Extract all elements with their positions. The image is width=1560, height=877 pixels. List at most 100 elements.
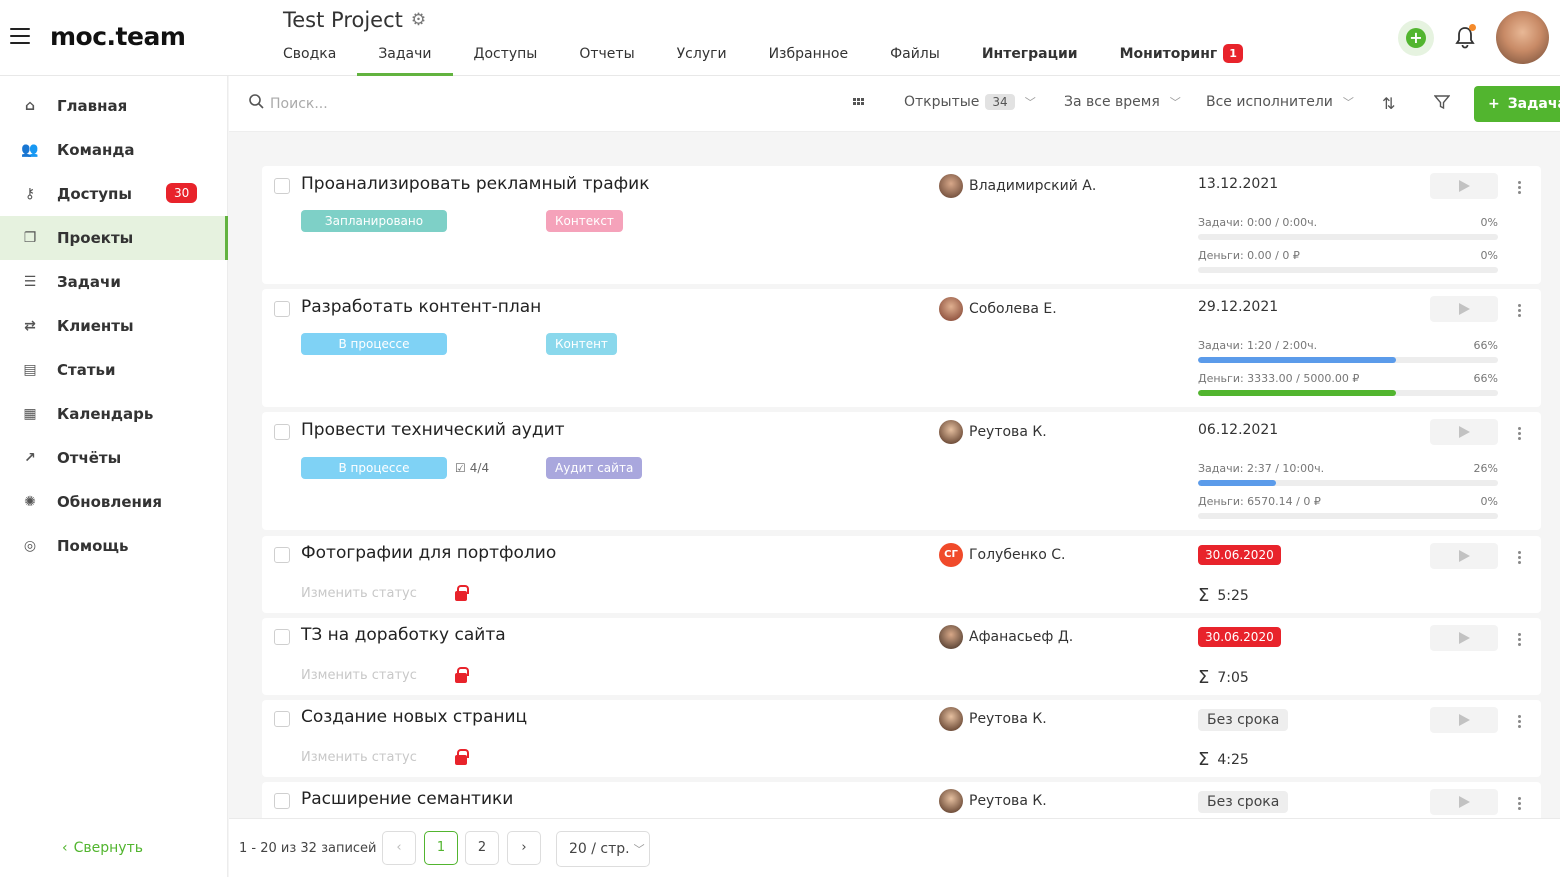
search-input[interactable]: Поиск...	[249, 94, 328, 113]
sidebar-item-access[interactable]: ⚷ Доступы 30	[0, 172, 228, 216]
page-size-select[interactable]: 20 / стр. ﹀	[556, 831, 650, 867]
task-card[interactable]: Фотографии для портфолио Изменить статус…	[262, 536, 1541, 613]
tab-svodka[interactable]: Сводка	[262, 40, 357, 76]
tab-zadachi[interactable]: Задачи	[357, 40, 453, 76]
more-options-icon[interactable]	[1518, 797, 1521, 810]
more-options-icon[interactable]	[1518, 181, 1521, 194]
status-filter-count: 34	[985, 94, 1015, 110]
pagination-bar: 1 - 20 из 32 записей ‹ 1 2 › 20 / стр. ﹀	[229, 818, 1560, 877]
task-assignee[interactable]: СГ Голубенко С.	[939, 543, 1065, 567]
add-task-button[interactable]: + Задача	[1474, 86, 1560, 122]
assignee-filter-dropdown[interactable]: Все исполнители ﹀	[1206, 94, 1354, 110]
status-filter-dropdown[interactable]: Открытые 34 ﹀	[904, 94, 1036, 110]
tasks-progress-text: Задачи: 0:00 / 0:00ч.	[1198, 216, 1318, 229]
tab-izbrannoe[interactable]: Избранное	[748, 40, 870, 76]
task-title[interactable]: Проанализировать рекламный трафик	[301, 174, 650, 194]
sidebar-item-calendar[interactable]: ▦ Календарь	[0, 392, 228, 436]
user-avatar[interactable]	[1496, 11, 1549, 64]
tab-integracii[interactable]: Интеграции	[961, 40, 1099, 76]
play-timer-button[interactable]	[1430, 625, 1498, 651]
task-tag[interactable]: Аудит сайта	[546, 457, 643, 479]
tab-otchety[interactable]: Отчеты	[558, 40, 655, 76]
task-checkbox[interactable]	[274, 711, 290, 727]
task-title[interactable]: Разработать контент-план	[301, 297, 542, 317]
hamburger-menu-icon[interactable]	[10, 28, 30, 44]
task-title[interactable]: ТЗ на доработку сайта	[301, 625, 506, 645]
task-tag[interactable]: Контекст	[546, 210, 623, 232]
sidebar-item-home[interactable]: ⌂ Главная	[0, 84, 228, 128]
more-options-icon[interactable]	[1518, 551, 1521, 564]
play-timer-button[interactable]	[1430, 419, 1498, 445]
tasks-progress-fill	[1198, 480, 1276, 486]
task-card[interactable]: ТЗ на доработку сайта Изменить статус Аф…	[262, 618, 1541, 695]
sort-icon[interactable]: ⇅	[1382, 94, 1396, 113]
view-grid-icon[interactable]	[853, 98, 864, 105]
task-checkbox[interactable]	[274, 793, 290, 809]
status-badge[interactable]: В процессе	[301, 333, 447, 355]
sidebar-item-projects[interactable]: ❐ Проекты	[0, 216, 228, 260]
task-title[interactable]: Провести технический аудит	[301, 420, 565, 440]
play-timer-button[interactable]	[1430, 543, 1498, 569]
sidebar-item-tasks[interactable]: ☰ Задачи	[0, 260, 228, 304]
filter-icon[interactable]	[1433, 94, 1451, 114]
change-status-link[interactable]: Изменить статус	[301, 668, 417, 683]
task-checkbox[interactable]	[274, 301, 290, 317]
task-assignee[interactable]: Реутова К.	[939, 789, 1047, 813]
task-assignee[interactable]: Реутова К.	[939, 707, 1047, 731]
app-logo[interactable]: moc.team	[50, 22, 186, 51]
task-checkbox[interactable]	[274, 629, 290, 645]
task-checkbox[interactable]	[274, 547, 290, 563]
tasks-progress-pct: 66%	[1473, 339, 1498, 352]
gear-icon[interactable]: ⚙	[410, 10, 427, 30]
next-page-button[interactable]: ›	[507, 831, 541, 865]
prev-page-button[interactable]: ‹	[382, 831, 416, 865]
more-options-icon[interactable]	[1518, 633, 1521, 646]
play-timer-button[interactable]	[1430, 789, 1498, 815]
more-options-icon[interactable]	[1518, 304, 1521, 317]
task-assignee[interactable]: Соболева Е.	[939, 297, 1057, 321]
sidebar-item-label: Доступы	[57, 185, 132, 203]
task-card[interactable]: Провести технический аудит В процессе ☑ 4…	[262, 412, 1541, 530]
sidebar-item-reports[interactable]: ↗ Отчёты	[0, 436, 228, 480]
change-status-link[interactable]: Изменить статус	[301, 586, 417, 601]
task-card[interactable]: Создание новых страниц Изменить статус Р…	[262, 700, 1541, 777]
sidebar-item-help[interactable]: ◎ Помощь	[0, 524, 228, 568]
play-timer-button[interactable]	[1430, 173, 1498, 199]
play-timer-button[interactable]	[1430, 296, 1498, 322]
task-title[interactable]: Расширение семантики	[301, 789, 514, 809]
task-assignee[interactable]: Реутова К.	[939, 420, 1047, 444]
task-card[interactable]: Проанализировать рекламный трафик Заплан…	[262, 166, 1541, 284]
play-timer-button[interactable]	[1430, 707, 1498, 733]
bell-icon[interactable]	[1454, 24, 1476, 50]
task-assignee[interactable]: Владимирский А.	[939, 174, 1096, 198]
task-card[interactable]: Разработать контент-план В процессе Конт…	[262, 289, 1541, 407]
tab-dostupy[interactable]: Доступы	[453, 40, 559, 76]
task-title[interactable]: Фотографии для портфолио	[301, 543, 557, 563]
task-checkbox[interactable]	[274, 178, 290, 194]
more-options-icon[interactable]	[1518, 427, 1521, 440]
sidebar-item-label: Проекты	[57, 229, 134, 247]
money-progress-line: Деньги: 3333.00 / 5000.00 ₽ 66%	[1198, 372, 1498, 385]
time-total: Σ 4:25	[1198, 749, 1249, 770]
task-assignee[interactable]: Афанасьеф Д.	[939, 625, 1073, 649]
page-2-button[interactable]: 2	[465, 831, 499, 865]
sidebar-item-clients[interactable]: ⇄ Клиенты	[0, 304, 228, 348]
more-options-icon[interactable]	[1518, 715, 1521, 728]
sidebar-item-updates[interactable]: ✺ Обновления	[0, 480, 228, 524]
task-card[interactable]: Расширение семантики Реутова К. Без срок…	[262, 782, 1541, 822]
period-filter-dropdown[interactable]: За все время ﹀	[1064, 94, 1181, 110]
tab-uslugi[interactable]: Услуги	[656, 40, 748, 76]
task-checkbox[interactable]	[274, 424, 290, 440]
page-1-button[interactable]: 1	[424, 831, 458, 865]
task-title[interactable]: Создание новых страниц	[301, 707, 528, 727]
tab-monitoring[interactable]: Мониторинг 1	[1099, 40, 1264, 76]
status-badge[interactable]: В процессе	[301, 457, 447, 479]
tab-faily[interactable]: Файлы	[869, 40, 961, 76]
task-tag[interactable]: Контент	[546, 333, 617, 355]
status-badge[interactable]: Запланировано	[301, 210, 447, 232]
change-status-link[interactable]: Изменить статус	[301, 750, 417, 765]
sidebar-item-team[interactable]: 👥 Команда	[0, 128, 228, 172]
collapse-sidebar-button[interactable]: ‹ Свернуть	[62, 840, 143, 856]
sidebar-item-articles[interactable]: ▤ Статьи	[0, 348, 228, 392]
quick-add-button[interactable]: +	[1398, 20, 1434, 56]
